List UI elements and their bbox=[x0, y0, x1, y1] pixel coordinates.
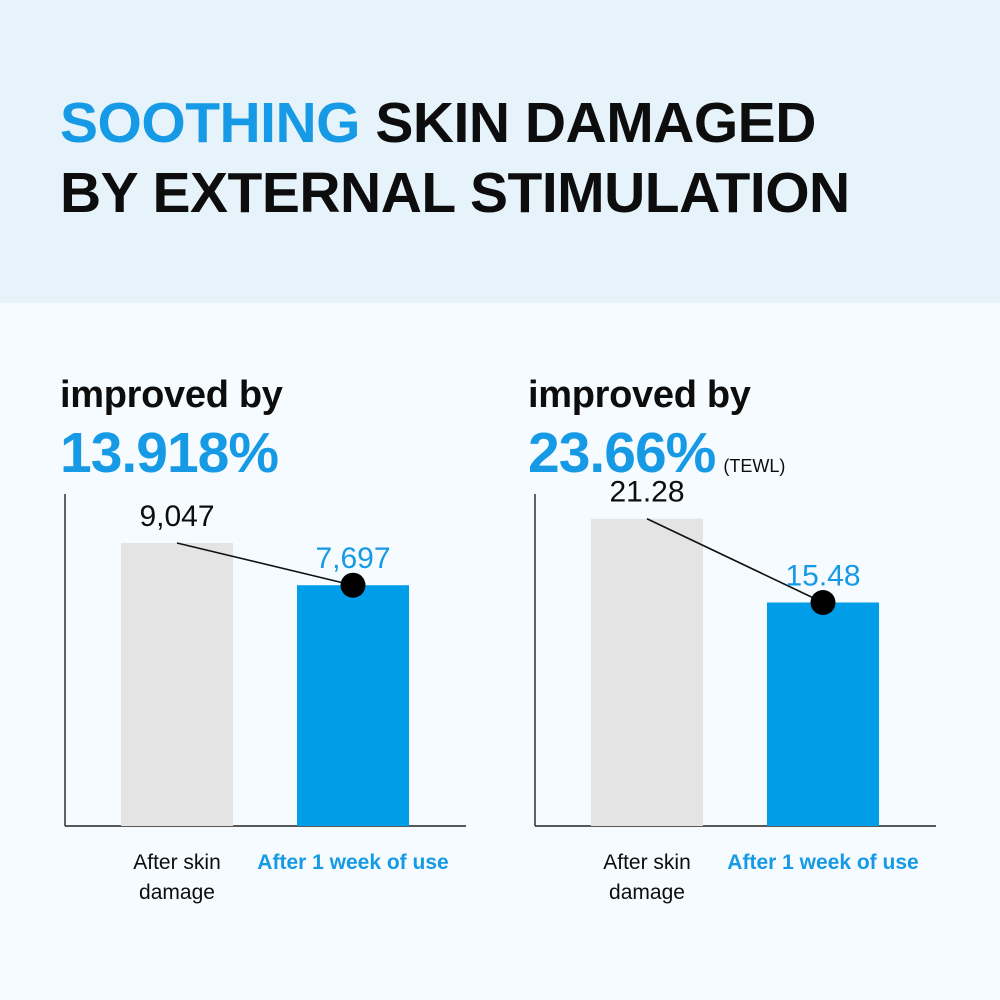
improved-heading: improved by bbox=[60, 374, 283, 416]
category-label: After 1 week of use bbox=[727, 851, 918, 874]
title-accent: SOOTHING bbox=[60, 91, 361, 155]
trend-point bbox=[810, 589, 836, 615]
trend-line bbox=[646, 518, 824, 604]
category-label: After 1 week of use bbox=[257, 851, 448, 874]
data-label: 15.48 bbox=[785, 559, 860, 592]
chart-panel-right: improved by 23.66% (TEWL) 21.28 15.48 After… bbox=[470, 372, 940, 912]
category-label: After skin damage bbox=[133, 851, 221, 904]
data-label: 9,047 bbox=[139, 500, 214, 533]
category-label: After skin damage bbox=[603, 851, 691, 904]
category-label-line: After 1 week of use bbox=[257, 851, 448, 874]
title-line2: BY EXTERNAL STIMULATION bbox=[60, 161, 850, 225]
bar-after bbox=[767, 602, 879, 826]
improvement-value: 13.918% bbox=[60, 421, 279, 485]
data-label: 21.28 bbox=[609, 476, 684, 509]
category-label-line: After skin bbox=[133, 851, 221, 874]
chart-panel-left: improved by 13.918% 9,047 7,697 After skin… bbox=[0, 372, 470, 912]
title-line1-rest: SKIN DAMAGED bbox=[360, 91, 816, 155]
category-label-line: damage bbox=[139, 881, 215, 904]
bar-after bbox=[297, 585, 409, 826]
category-label-line: After 1 week of use bbox=[727, 851, 918, 874]
trend-point bbox=[340, 572, 366, 598]
category-label-line: After skin bbox=[603, 851, 691, 874]
data-label: 7,697 bbox=[315, 542, 390, 575]
header-banner: SOOTHING SKIN DAMAGED BY EXTERNAL STIMULA… bbox=[0, 0, 1000, 303]
bar-before bbox=[121, 543, 233, 826]
category-label-line: damage bbox=[609, 881, 685, 904]
improvement-value: 23.66% bbox=[528, 421, 716, 485]
trend-line bbox=[176, 542, 354, 587]
improvement-percent: 23.66% (TEWL) bbox=[528, 420, 785, 486]
page-title: SOOTHING SKIN DAMAGED BY EXTERNAL STIMULA… bbox=[60, 88, 850, 228]
improvement-note: (TEWL) bbox=[723, 456, 786, 476]
bar-before bbox=[591, 518, 703, 826]
improved-heading: improved by bbox=[528, 374, 751, 416]
bar-chart-left: 9,047 7,697 After skin damage After 1 week o… bbox=[64, 494, 466, 904]
bar-chart-right: 21.28 15.48 After skin damage After 1 week o… bbox=[534, 476, 936, 904]
improvement-percent: 13.918% bbox=[60, 420, 286, 486]
